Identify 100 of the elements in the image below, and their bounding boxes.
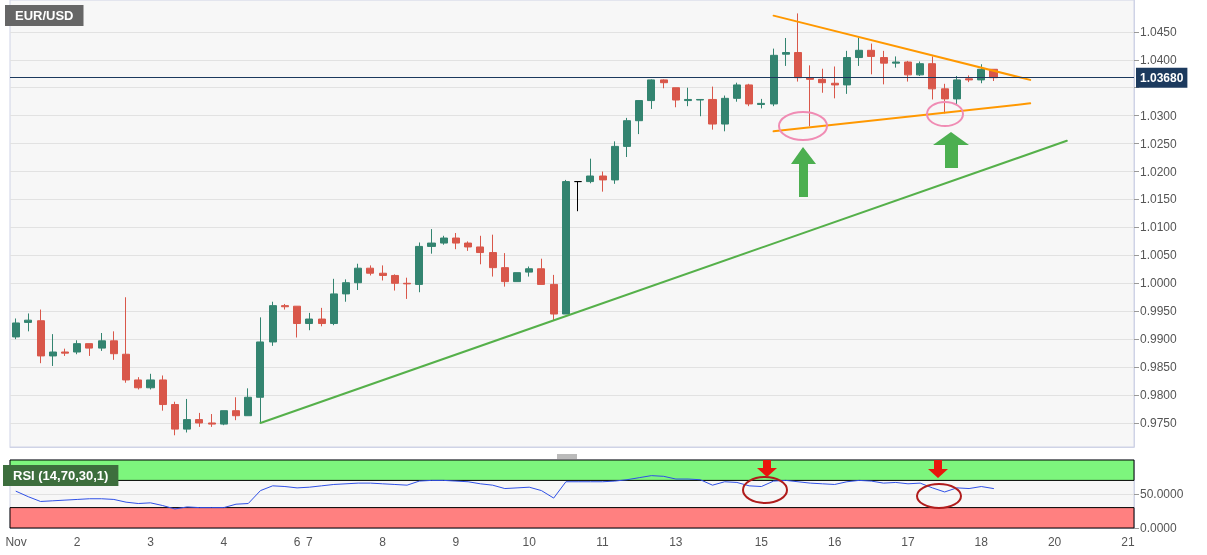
candlestick bbox=[330, 278, 338, 326]
candlestick bbox=[244, 387, 252, 417]
candlestick bbox=[513, 272, 521, 283]
candlestick bbox=[892, 55, 900, 69]
candlestick bbox=[354, 263, 362, 291]
candlestick bbox=[782, 37, 790, 67]
x-tick-label: 18 bbox=[974, 535, 989, 549]
y-tick-label: 50.0000 bbox=[1140, 487, 1184, 501]
candlestick bbox=[623, 117, 631, 158]
x-tick-label: 3 bbox=[147, 535, 155, 549]
candlestick bbox=[305, 312, 313, 331]
candlestick bbox=[342, 278, 350, 303]
candlestick bbox=[733, 82, 741, 103]
candlestick bbox=[183, 398, 191, 433]
y-tick-label: 1.0000 bbox=[1140, 276, 1178, 291]
y-tick-label: 1.0300 bbox=[1140, 108, 1178, 123]
x-tick-label: 20 bbox=[1047, 535, 1062, 549]
y-tick-label: 1.0450 bbox=[1140, 24, 1178, 39]
candlestick bbox=[855, 37, 863, 67]
candlestick bbox=[660, 78, 668, 89]
candlestick bbox=[599, 171, 607, 193]
candlestick bbox=[391, 273, 399, 292]
candlestick bbox=[501, 252, 509, 288]
candlestick bbox=[159, 374, 167, 412]
candlestick bbox=[134, 376, 142, 390]
candlestick bbox=[146, 373, 155, 390]
candlestick bbox=[293, 305, 301, 338]
x-tick-label: 13 bbox=[669, 535, 683, 549]
x-tick-label: 11 bbox=[596, 535, 610, 549]
y-tick-label: 0.9950 bbox=[1140, 304, 1178, 319]
y-tick-label: 0.9800 bbox=[1140, 388, 1178, 403]
candlestick bbox=[269, 301, 277, 347]
y-tick-label: 0.9850 bbox=[1140, 360, 1178, 375]
candlestick bbox=[379, 264, 387, 281]
candlestick bbox=[489, 234, 497, 278]
candlestick bbox=[794, 12, 802, 83]
candlestick bbox=[867, 43, 875, 75]
candlestick bbox=[818, 68, 826, 94]
x-tick-label: Nov bbox=[5, 535, 27, 549]
x-tick-label: 7 bbox=[305, 535, 313, 549]
candlestick bbox=[831, 65, 839, 99]
candlestick bbox=[12, 317, 20, 340]
candlestick bbox=[525, 266, 533, 278]
candlestick bbox=[806, 64, 814, 127]
candlestick bbox=[916, 60, 924, 77]
y-tick-label: 1.0150 bbox=[1140, 192, 1178, 207]
candlestick bbox=[721, 95, 729, 132]
candlestick bbox=[953, 75, 961, 106]
x-tick-label: 8 bbox=[379, 535, 387, 549]
candlestick bbox=[281, 303, 289, 311]
candlestick bbox=[61, 348, 69, 357]
candlestick bbox=[171, 401, 179, 436]
candlestick bbox=[537, 258, 545, 285]
candlestick bbox=[476, 235, 484, 265]
candlestick bbox=[73, 339, 81, 355]
y-tick-label: 0.9750 bbox=[1140, 415, 1178, 430]
x-tick-label: 6 bbox=[293, 535, 301, 549]
candlestick bbox=[49, 333, 57, 367]
candlestick bbox=[684, 87, 692, 107]
candlestick bbox=[403, 277, 411, 300]
x-tick-label: 16 bbox=[827, 535, 842, 549]
candlestick bbox=[98, 332, 106, 352]
x-tick-label: 21 bbox=[1121, 535, 1135, 549]
candlestick bbox=[562, 179, 570, 315]
candlestick bbox=[586, 158, 594, 184]
candlestick bbox=[318, 307, 326, 327]
y-tick-label: 1.0400 bbox=[1140, 52, 1178, 67]
candlestick bbox=[928, 55, 936, 100]
candlestick bbox=[208, 413, 216, 428]
y-tick-label: 0.0000 bbox=[1140, 521, 1178, 535]
y-tick-label: 1.0200 bbox=[1140, 164, 1178, 179]
candlestick bbox=[464, 240, 472, 252]
candlestick bbox=[256, 316, 264, 424]
candlestick bbox=[415, 242, 423, 293]
candlestick bbox=[708, 86, 717, 131]
ref-line-label: 1.03680 bbox=[1140, 70, 1184, 85]
text: RSI (14,70,30,1) bbox=[13, 468, 109, 483]
candlestick bbox=[550, 274, 558, 321]
candlestick bbox=[37, 309, 45, 364]
candlestick bbox=[843, 50, 851, 95]
candlestick bbox=[770, 48, 778, 107]
x-tick-label: 10 bbox=[522, 535, 537, 549]
x-tick-label: 2 bbox=[73, 535, 81, 549]
candlestick bbox=[220, 410, 228, 426]
candlestick bbox=[110, 330, 118, 361]
candlestick bbox=[195, 412, 203, 428]
candlestick bbox=[696, 98, 704, 117]
y-tick-label: 0.9900 bbox=[1140, 332, 1178, 347]
candlestick bbox=[880, 50, 888, 85]
candlestick bbox=[977, 63, 985, 84]
candlestick bbox=[647, 78, 655, 110]
y-tick-label: 1.0050 bbox=[1140, 248, 1178, 263]
candlestick bbox=[452, 232, 460, 250]
candlestick bbox=[672, 87, 680, 108]
candlestick bbox=[941, 83, 949, 114]
candlestick bbox=[85, 343, 93, 357]
candlestick bbox=[745, 83, 753, 107]
x-tick-label: 15 bbox=[754, 535, 769, 549]
y-tick-label: 1.0250 bbox=[1140, 136, 1178, 151]
y-tick-label: 1.0100 bbox=[1140, 220, 1178, 235]
